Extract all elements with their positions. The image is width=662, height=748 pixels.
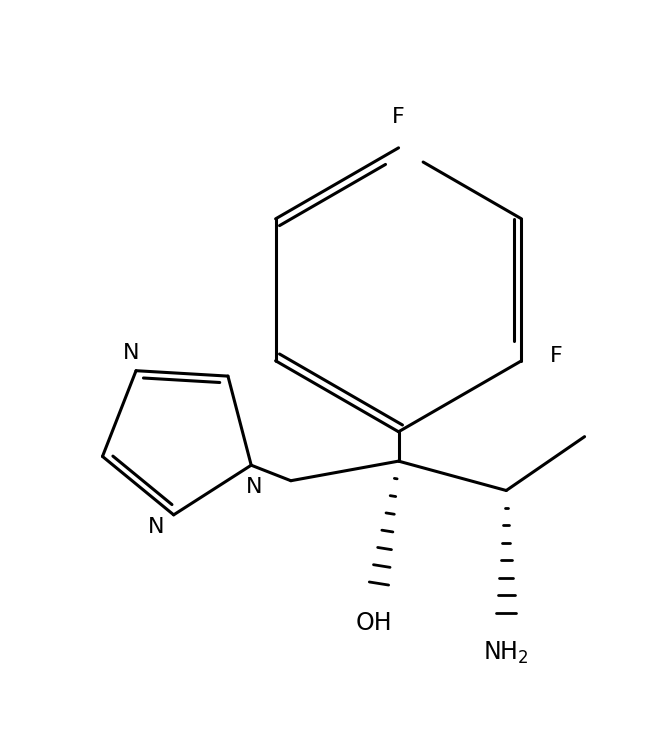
Text: N: N	[123, 343, 140, 363]
Text: OH: OH	[355, 611, 393, 635]
Text: N: N	[148, 517, 164, 536]
Text: F: F	[549, 346, 562, 366]
Text: NH$_2$: NH$_2$	[483, 640, 529, 666]
Text: N: N	[246, 476, 262, 497]
Text: F: F	[392, 106, 405, 126]
